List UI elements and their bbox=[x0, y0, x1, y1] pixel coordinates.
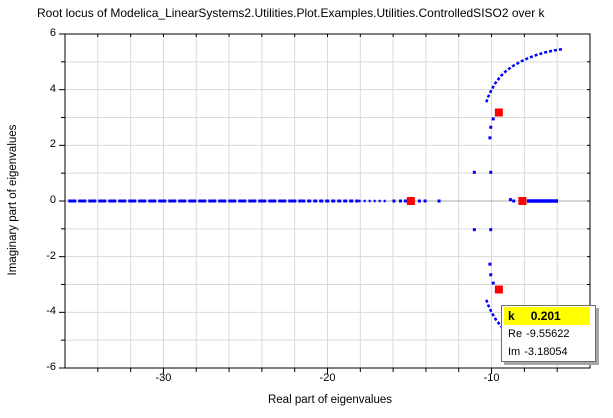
locus-sample-dot bbox=[417, 199, 421, 203]
plot-title: Root locus of Modelica_LinearSystems2.Ut… bbox=[37, 6, 545, 20]
locus-sample-dot bbox=[512, 199, 516, 203]
selected-eigenvalue-marker bbox=[518, 197, 527, 205]
locus-sample-dot bbox=[399, 199, 403, 203]
tooltip-re-value: -9.55622 bbox=[526, 328, 570, 340]
tooltip-re-label: Re bbox=[508, 328, 523, 340]
tooltip-k-value: 0.201 bbox=[530, 309, 561, 323]
y-tick-label: -2 bbox=[46, 249, 56, 262]
x-tick-label: -10 bbox=[483, 372, 500, 384]
locus-sample-dot bbox=[403, 199, 407, 203]
locus-sample-dot bbox=[472, 170, 476, 174]
y-tick-label: 4 bbox=[49, 82, 56, 95]
locus-upper-branch bbox=[485, 47, 564, 103]
locus-sample-dot bbox=[437, 199, 441, 203]
y-tick-label: 6 bbox=[49, 27, 56, 39]
y-tick-label: -6 bbox=[46, 361, 56, 373]
tooltip-re-row: Re -9.55622 bbox=[504, 325, 593, 343]
tooltip-im-row: Im -3.18054 bbox=[504, 343, 593, 361]
y-tick-label: 2 bbox=[49, 138, 56, 151]
tooltip-k-row: k 0.201 bbox=[504, 307, 590, 325]
locus-sample-dot bbox=[489, 170, 493, 174]
y-axis-label: Imaginary part of eigenvalues bbox=[7, 124, 19, 276]
selected-eigenvalue-marker bbox=[494, 285, 503, 294]
x-tick-label: -20 bbox=[319, 372, 336, 384]
locus-sample-dot bbox=[392, 199, 396, 203]
locus-sample-dot bbox=[489, 273, 493, 277]
y-tick-label: 0 bbox=[49, 194, 56, 206]
selected-eigenvalue-marker bbox=[406, 197, 415, 205]
selected-eigenvalue-marker bbox=[494, 108, 503, 117]
tooltip-im-value: -3.18054 bbox=[524, 346, 568, 358]
locus-sample-dot bbox=[489, 125, 493, 129]
locus-sample-dot bbox=[423, 199, 427, 203]
locus-sample-dot bbox=[508, 198, 512, 202]
tooltip-k-label: k bbox=[508, 309, 515, 323]
locus-sample-dot bbox=[488, 262, 492, 266]
locus-sample-dot bbox=[472, 228, 476, 232]
y-tick-label: -4 bbox=[46, 305, 56, 318]
locus-sample-dot bbox=[488, 136, 492, 140]
x-tick-label: -30 bbox=[155, 372, 172, 384]
tooltip-im-label: Im bbox=[508, 346, 521, 358]
locus-sample-dot bbox=[491, 117, 495, 121]
locus-sample-dot bbox=[489, 228, 493, 232]
eigenvalue-tooltip: k 0.201 Re -9.55622 Im -3.18054 bbox=[501, 305, 596, 362]
x-axis-label: Real part of eigenvalues bbox=[267, 394, 393, 406]
locus-sample-dot bbox=[491, 281, 495, 285]
